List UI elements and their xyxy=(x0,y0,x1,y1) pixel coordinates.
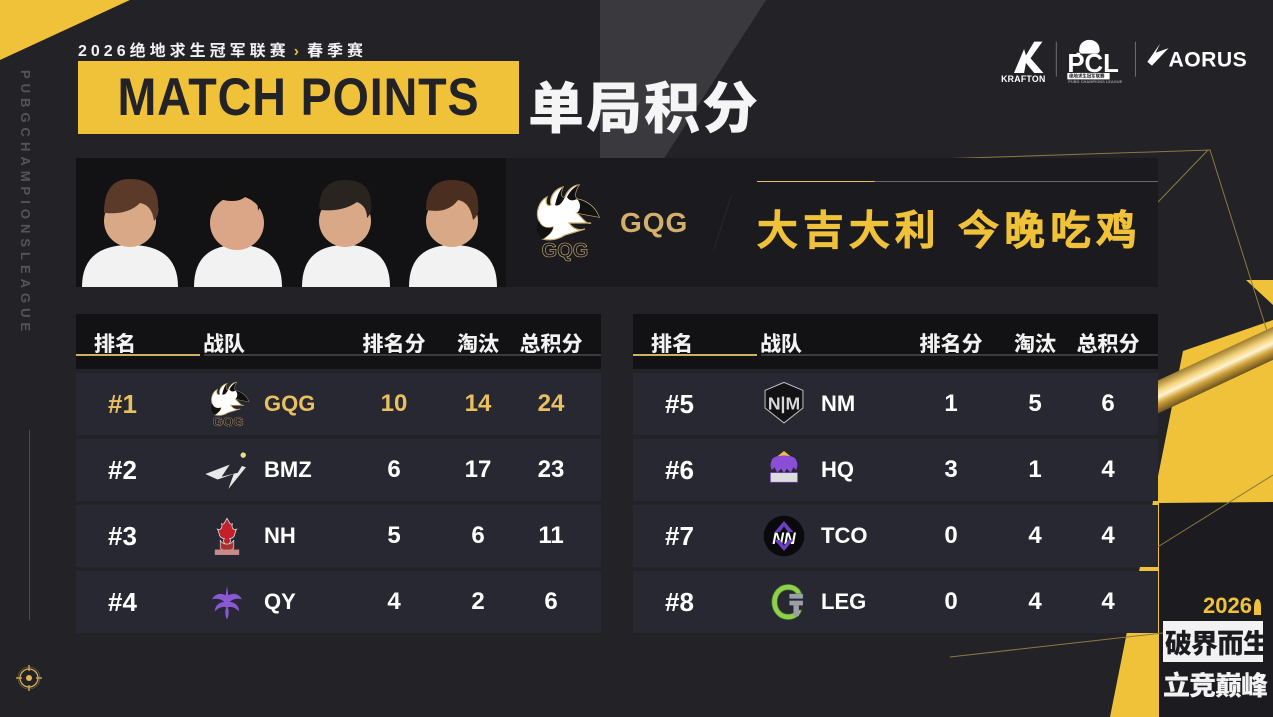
svg-text:GQG: GQG xyxy=(542,240,589,262)
svg-text:PUBG CHAMPIONS LEAGUE: PUBG CHAMPIONS LEAGUE xyxy=(1068,79,1122,84)
svg-text:AORUS: AORUS xyxy=(1169,49,1248,72)
svg-text:KRAFTON: KRAFTON xyxy=(1001,74,1045,84)
